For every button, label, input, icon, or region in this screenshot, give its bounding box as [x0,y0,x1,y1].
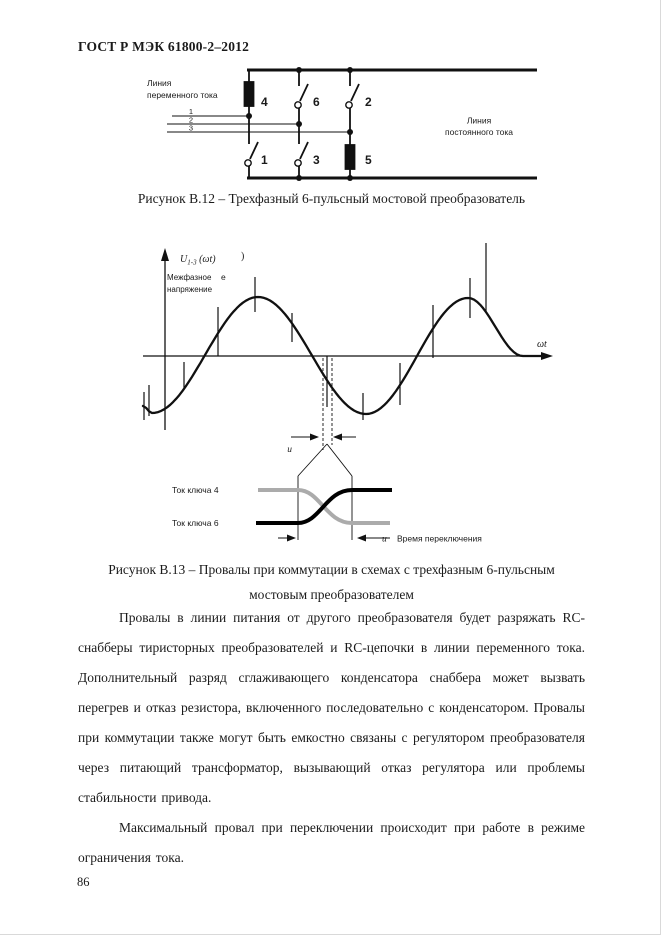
figure-b13-waveform-diagram: U1-3 (ωt) ) Межфазное e напряжение ωt u [141,243,553,545]
valve-5-branch [344,132,356,178]
stray-paren: ) [241,251,244,262]
paragraph-2: Максимальный провал при переключении про… [78,820,585,865]
switch-1-number: 1 [261,153,268,167]
notch-width-u-label: u [287,445,292,455]
y-axis-arrowhead [161,248,169,261]
dc-line-label-1: Линия [467,116,492,126]
figure-b12-circuit-diagram: Линия переменного тока Линия постоянного… [147,67,537,181]
ac-line-label-2: переменного тока [147,90,218,100]
y-axis-sublabel-2: напряжение [167,285,213,294]
ac-line-label-1: Линия [147,78,172,88]
dc-bus-lines [247,68,537,180]
figure-b13-caption: Рисунок В.13 – Провалы при коммутации в … [78,557,585,607]
switch-2-branch [345,70,360,132]
phase-1-label: 1 [189,107,193,116]
page-number: 86 [77,875,90,889]
stray-e: e [221,272,226,282]
switch-5-number: 5 [365,153,372,167]
switch-3-number: 3 [313,153,320,167]
phase-3-label: 3 [189,124,193,133]
voltage-waveform [141,295,550,416]
trace4-label: Ток ключа 4 [172,485,219,495]
y-axis-sublabel-1: Межфазное [167,273,212,282]
trace6-label: Ток ключа 6 [172,518,219,528]
switch-time-arrow-left [357,534,366,542]
switch-2-number: 2 [365,95,372,109]
commutation-notch-spikes [143,243,487,420]
switch-6-branch [294,70,309,124]
ac-phase-lines [167,115,350,133]
phase-2-label: 2 [189,116,193,125]
incoming-switch-current-trace [256,488,392,525]
valve-4-branch [243,70,255,116]
figure-b12-caption: Рисунок В.12 – Трехфазный 6-пульсный мос… [137,191,526,206]
funnel-lines [297,443,353,540]
body-text: Провалы в линии питания от другого преоб… [78,603,585,873]
junction-dots [246,67,353,181]
figure-b13-caption-line1: Рисунок В.13 – Провалы при коммутации в … [108,562,555,577]
switch-3-branch [294,124,309,178]
axes [143,254,546,430]
figure-b13-caption-line2: мостовым преобразователем [249,587,414,602]
paragraph-1: Провалы в линии питания от другого преоб… [78,610,585,805]
switch-time-label: Время переключения [397,534,482,544]
dc-line-label-2: постоянного тока [445,127,513,137]
switch-1-branch [244,116,259,178]
switch-time-arrow-right [287,534,296,542]
x-axis-label: ωt [537,339,547,350]
notch-arrow-right [310,433,319,441]
switch-4-number: 4 [261,95,268,109]
switch-6-number: 6 [313,95,320,109]
page-title: ГОСТ Р МЭК 61800-2–2012 [78,39,250,54]
switch-time-u-label: u [382,535,387,545]
y-axis-label: U1-3 (ωt) [180,254,216,267]
notch-arrow-left [333,433,342,441]
